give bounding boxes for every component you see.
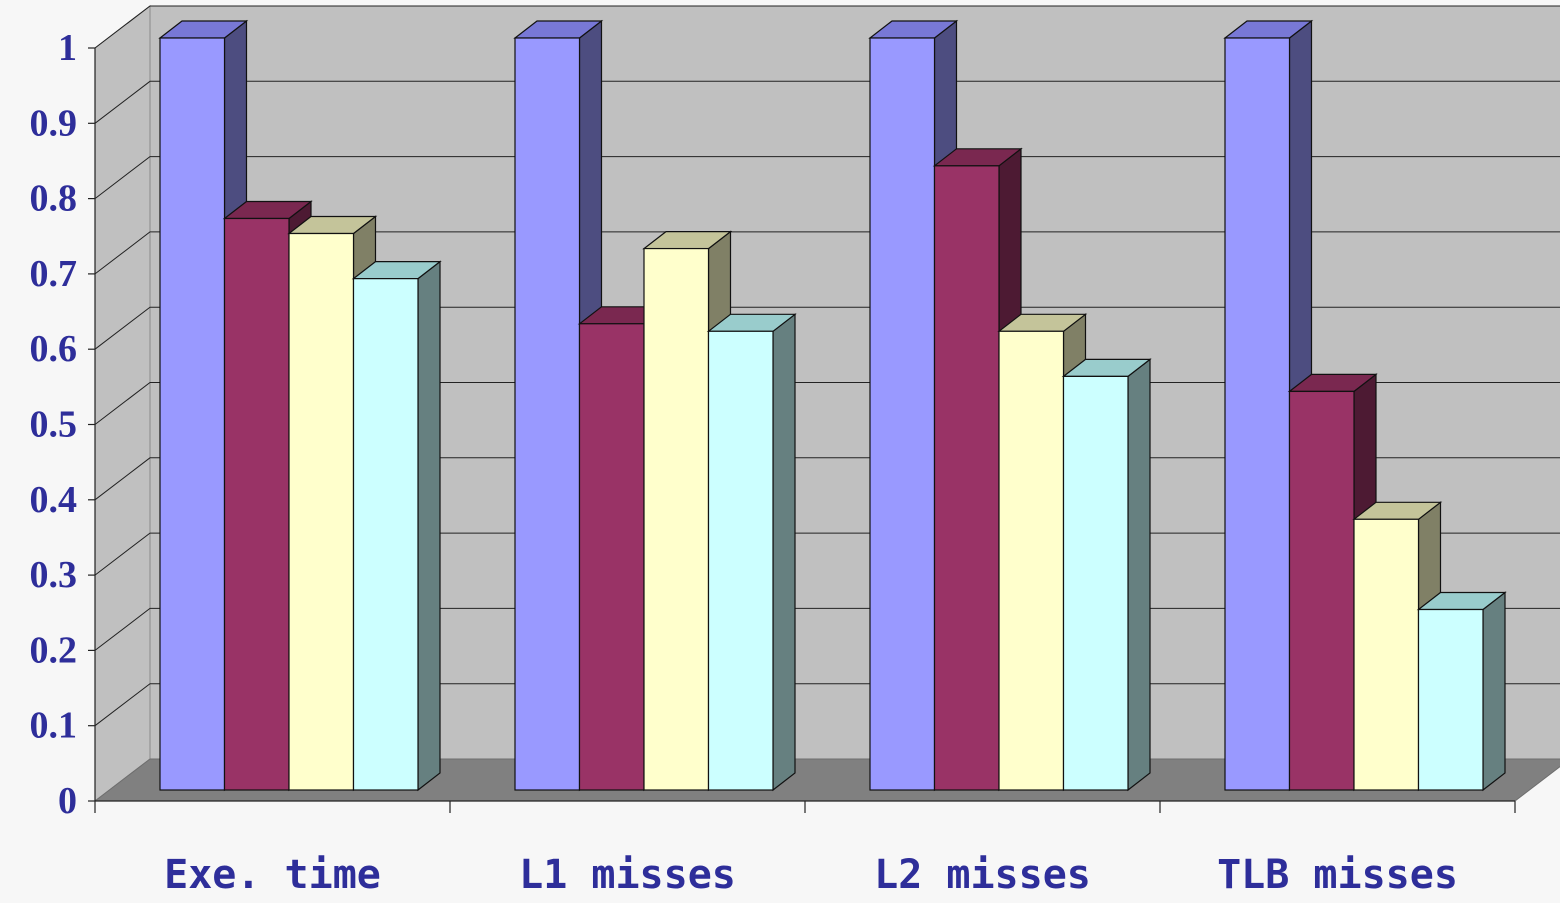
y-tick-label: 0.2 [30, 629, 78, 671]
bar-front [707, 330, 774, 791]
bar-front [1224, 37, 1291, 791]
gridline [94, 80, 1560, 124]
gridline [94, 156, 1560, 199]
y-tick-label: 1 [58, 27, 77, 69]
bar [1416, 591, 1507, 792]
gridline [94, 5, 1560, 49]
bar-front [1417, 608, 1484, 791]
bar [1061, 358, 1152, 792]
y-tick-label: 0.6 [30, 328, 78, 370]
bar-front [578, 323, 645, 791]
gridline [94, 306, 1560, 350]
x-tick-label: TLB misses [1217, 852, 1458, 898]
bar-front [1288, 390, 1355, 791]
y-tick-label: 0.3 [30, 554, 78, 596]
bar [706, 313, 797, 792]
bar-front [1353, 518, 1420, 791]
bar [351, 260, 442, 792]
bar-front [159, 37, 226, 791]
y-tick-label: 0 [58, 780, 77, 822]
bar-front [643, 247, 710, 791]
bar-front [514, 37, 581, 791]
bar-front [998, 330, 1065, 791]
x-tick-label: L1 misses [519, 852, 736, 898]
x-tick-label: Exe. time [164, 852, 381, 898]
y-tick-label: 0.7 [30, 253, 78, 295]
bar-side [1127, 358, 1151, 792]
bar-front [223, 217, 290, 791]
bar-front [933, 165, 1000, 791]
y-tick-label: 0.5 [30, 404, 78, 446]
y-tick-label: 0.4 [30, 479, 78, 521]
bar [513, 19, 604, 792]
bar-front [1062, 375, 1129, 791]
y-tick-label: 0.9 [30, 102, 78, 144]
bar-front [869, 37, 936, 791]
gridline [94, 231, 1560, 275]
bar-side [1482, 591, 1506, 792]
bar-side [772, 313, 796, 792]
axes [88, 47, 1516, 813]
y-tick-label: 0.1 [30, 705, 78, 747]
tick-labels: 0 0.1 0.2 0.3 0.4 0.5 0.6 0.7 0.8 0.9 1 Exe. time L1… [30, 27, 1458, 898]
x-tick-label: L2 misses [874, 852, 1091, 898]
y-tick-label: 0.8 [30, 178, 78, 220]
bars [158, 19, 1507, 792]
bar-side [417, 260, 441, 792]
bar-front [288, 232, 355, 791]
bar-front [352, 278, 419, 791]
